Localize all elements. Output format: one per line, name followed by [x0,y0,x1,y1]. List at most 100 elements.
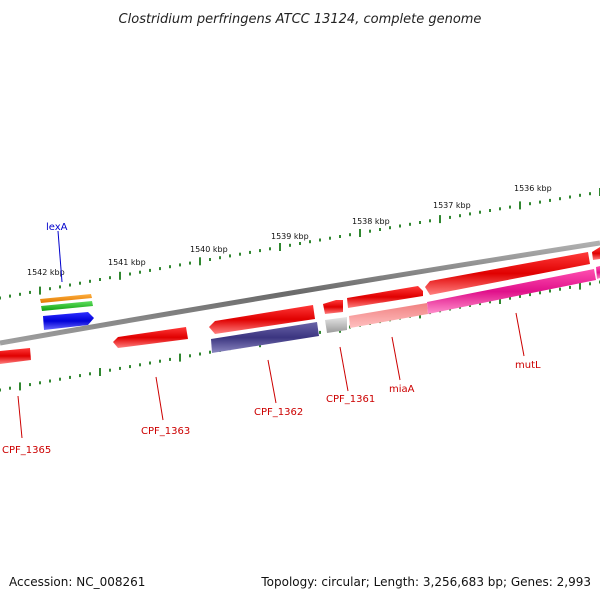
tick-label-1537: 1537 kbp [433,201,471,210]
outer-ring-minor-tick [109,276,111,280]
gene-label-lexA[interactable]: lexA [46,222,68,233]
feature-red-fwd-1[interactable] [347,286,423,308]
outer-ring-minor-tick [229,254,231,258]
inner-ring-minor-tick [209,350,211,354]
inner-ring-minor-tick [169,357,171,361]
genome-summary-text: Topology: circular; Length: 3,256,683 bp… [260,575,591,589]
outer-ring-minor-tick [99,278,101,281]
outer-ring-major-tick [199,257,201,266]
feature-orange[interactable] [40,294,92,303]
inner-ring-minor-tick [159,359,161,363]
inner-ring-minor-tick [319,330,321,334]
gene-label-CPF_1362[interactable]: CPF_1362 [254,407,303,418]
outer-tick-ring [0,188,600,300]
inner-ring-major-tick [179,353,181,362]
outer-ring-minor-tick [49,287,51,291]
outer-ring-minor-tick [269,247,271,251]
tick-label-1541: 1541 kbp [108,258,146,267]
outer-ring-minor-tick [379,228,381,231]
outer-ring-minor-tick [339,235,341,238]
gene-CPF_1365-arrow[interactable] [0,348,31,364]
outer-ring-minor-tick [589,192,591,196]
outer-ring-minor-tick [159,267,161,271]
gene-mutL-arrow[interactable] [427,269,596,314]
inner-ring-minor-tick [119,366,121,370]
gene-label-CPF_1365[interactable]: CPF_1365 [2,445,51,456]
outer-ring-minor-tick [549,198,551,202]
gene-label-mutL[interactable]: mutL [515,360,541,371]
gene-CPF_1363-arrow[interactable] [113,327,188,348]
inner-ring-minor-tick [49,379,51,383]
accession-text: Accession: NC_008261 [9,575,145,589]
feature-small-red[interactable] [323,300,343,314]
inner-ring-minor-tick [569,285,571,289]
inner-ring-minor-tick [489,300,491,304]
gene-miaA-arrow[interactable] [349,303,428,328]
inner-ring-major-tick [99,368,101,376]
outer-ring-minor-tick [389,226,391,230]
tick-label-1540: 1540 kbp [190,245,228,254]
outer-ring-minor-tick [419,221,421,224]
outer-ring-minor-tick [559,197,561,201]
inner-ring-minor-tick [0,388,1,392]
outer-ring-major-tick [359,229,361,237]
tick-label-1536: 1536 kbp [514,184,552,193]
outer-ring-minor-tick [399,224,401,228]
inner-ring-major-tick [19,382,21,391]
gene-lexA-arrow[interactable] [43,312,94,330]
feature-red-fwd-edge[interactable] [592,247,600,260]
inner-ring-minor-tick [69,375,71,379]
inner-ring-minor-tick [199,352,201,356]
outer-ring-minor-tick [19,292,21,296]
outer-ring-major-tick [279,243,281,251]
inner-ring-minor-tick [559,287,561,291]
gene-label-CPF_1361[interactable]: CPF_1361 [326,394,375,405]
feature-green[interactable] [41,301,93,311]
feature-red-fwd-2[interactable] [425,252,590,295]
tick-label-1539: 1539 kbp [271,232,309,241]
outer-ring-minor-tick [149,268,151,272]
outer-ring-minor-tick [169,265,171,269]
inner-ring-minor-tick [149,361,151,365]
inner-ring-minor-tick [519,294,521,298]
inner-ring-major-tick [499,296,501,304]
inner-ring-minor-tick [89,372,91,376]
inner-ring-minor-tick [189,354,191,358]
inner-ring-minor-tick [589,282,591,286]
gene-label-CPF_1363[interactable]: CPF_1363 [141,426,190,437]
leader-CPF_1363 [155,376,164,421]
outer-ring-minor-tick [59,285,61,289]
leader-lexA [57,230,63,283]
inner-ring-minor-tick [39,381,41,385]
outer-ring-minor-tick [489,209,491,212]
outer-ring-minor-tick [469,212,471,216]
inner-ring-minor-tick [539,291,541,295]
inner-ring-minor-tick [129,365,131,369]
outer-ring-major-tick [119,271,121,280]
outer-ring-minor-tick [259,249,261,253]
outer-ring-minor-tick [509,205,511,209]
leader-mutL [515,312,525,357]
outer-ring-minor-tick [29,290,31,294]
map-title: Clostridium perfringens ATCC 13124, comp… [119,12,482,27]
outer-ring-minor-tick [209,258,211,261]
feature-gray[interactable] [325,317,347,333]
feature-purple[interactable] [211,322,319,353]
feature-pink-edge[interactable] [596,266,600,279]
inner-ring-major-tick [579,281,581,290]
leader-CPF_1365 [17,395,23,439]
outer-ring-minor-tick [459,214,461,218]
outer-ring-minor-tick [349,233,351,237]
gene-label-miaA[interactable]: miaA [389,384,415,395]
outer-ring-minor-tick [189,261,191,265]
outer-ring-minor-tick [219,256,221,260]
outer-ring-minor-tick [0,296,1,300]
outer-ring-minor-tick [449,215,451,219]
gene-CPF_1362-arrow[interactable] [209,305,315,334]
outer-ring-minor-tick [369,229,371,233]
outer-ring-minor-tick [579,193,581,197]
outer-ring-major-tick [439,215,441,224]
outer-ring-minor-tick [309,240,311,244]
